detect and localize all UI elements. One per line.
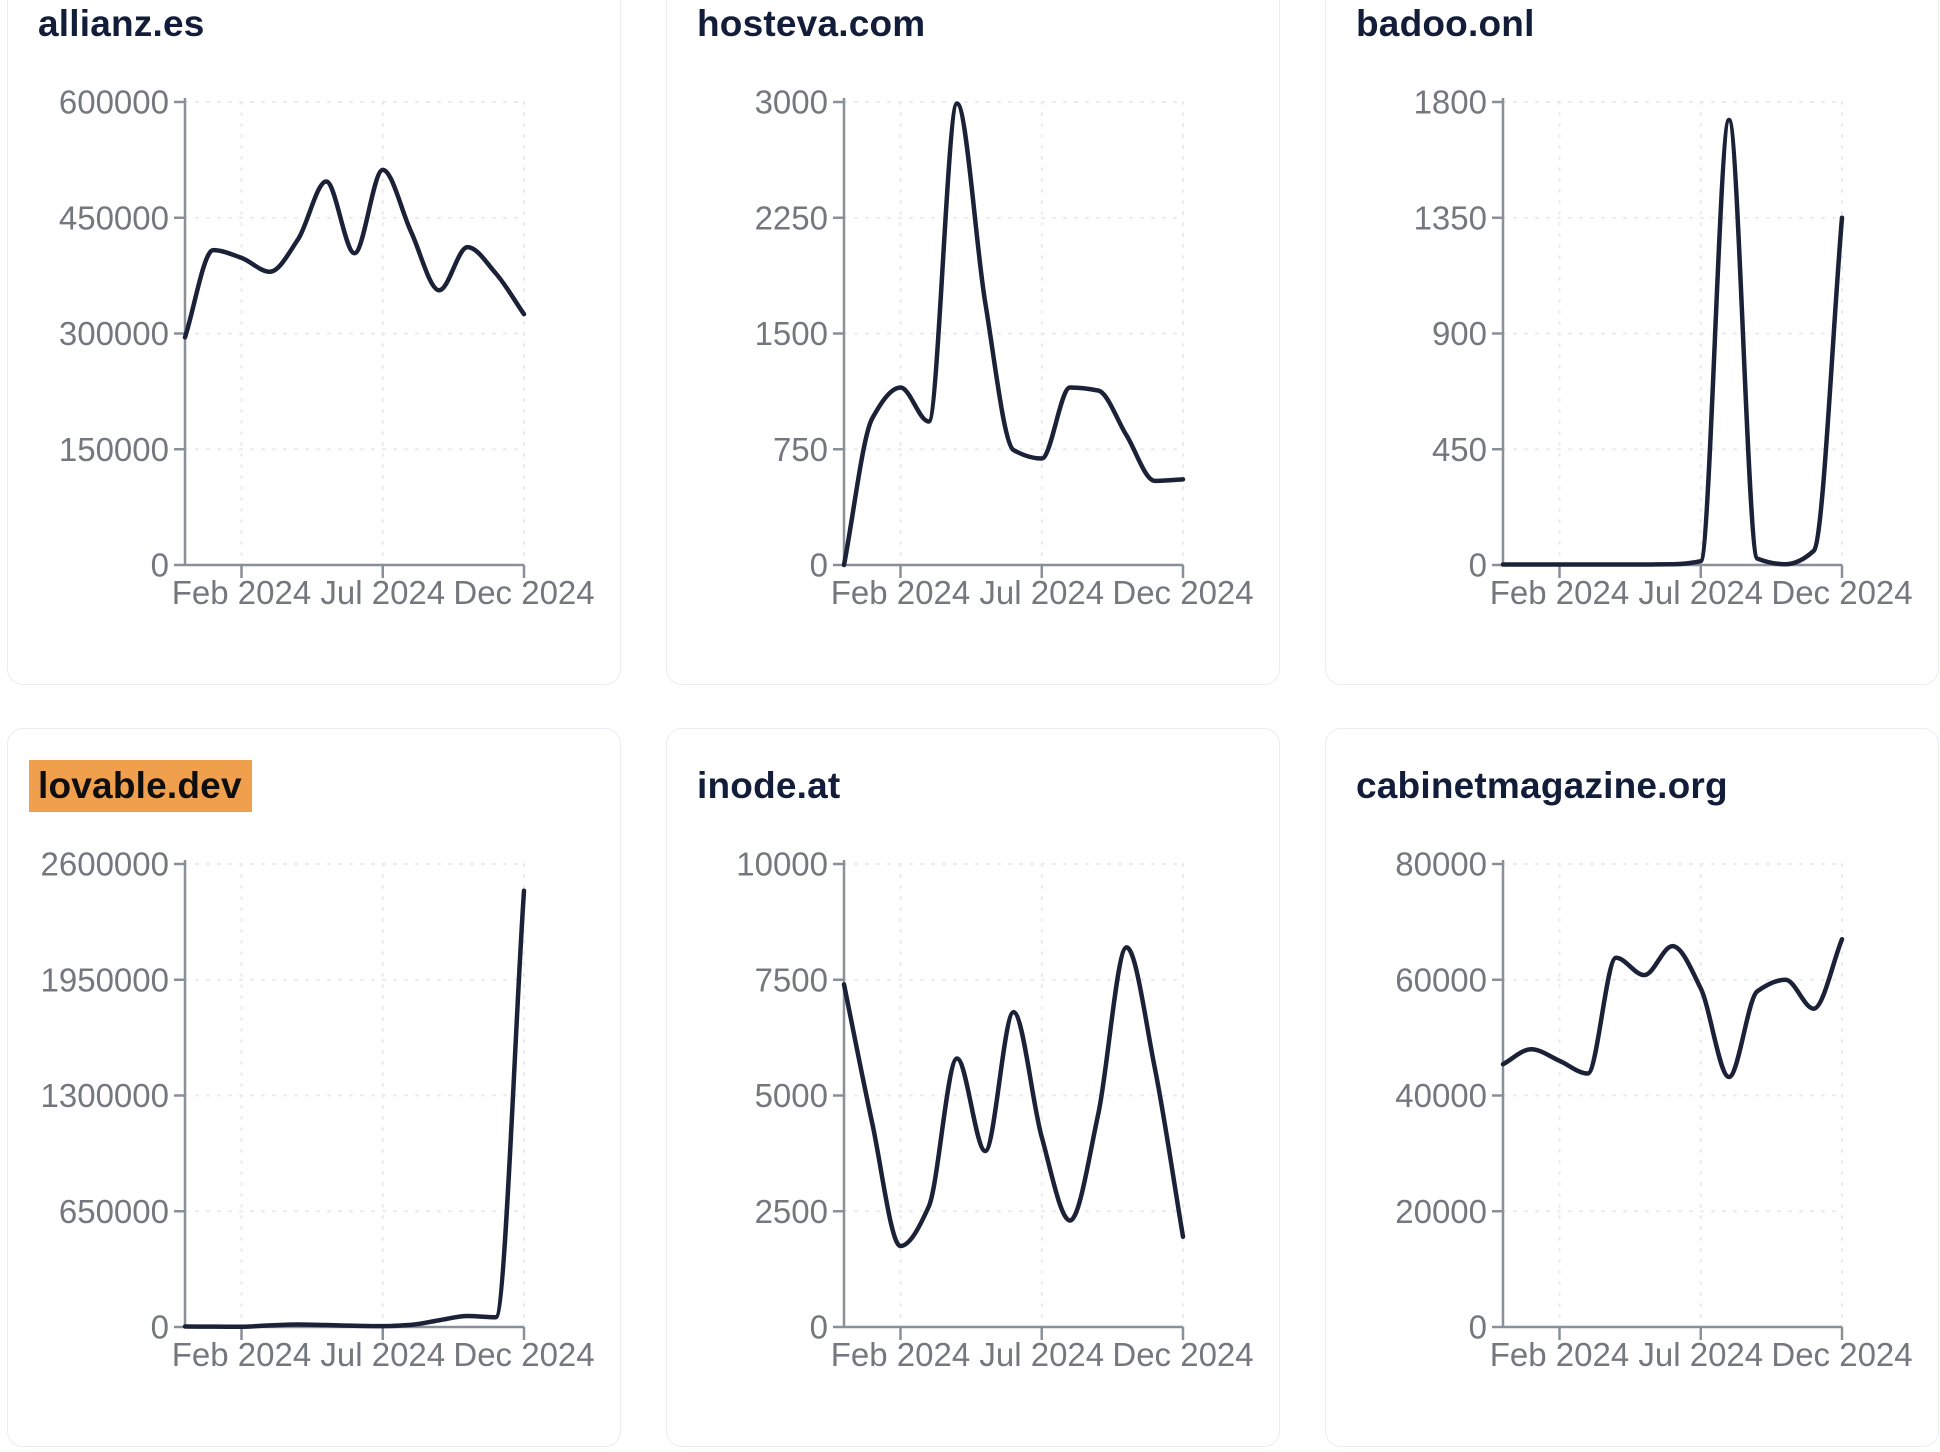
y-tick-label: 600000 [59, 84, 169, 121]
y-tick-label: 650000 [59, 1193, 169, 1230]
y-tick-label: 40000 [1395, 1077, 1487, 1114]
data-line [1500, 117, 1845, 567]
chart-card: inode.at 0 2500 5000 7500 10000 Feb 2024 Jul 2… [666, 728, 1280, 1447]
x-tick-label: Jul 2024 [1638, 1336, 1763, 1373]
y-tick-label: 5000 [755, 1077, 828, 1114]
x-tick-label: Dec 2024 [1771, 1336, 1912, 1373]
x-tick-label: Jul 2024 [979, 574, 1104, 611]
chart-title-label: lovable.dev [29, 760, 252, 812]
y-tick-label: 3000 [755, 84, 828, 121]
chart-title[interactable]: allianz.es [38, 3, 205, 45]
x-tick-label: Feb 2024 [172, 1336, 311, 1373]
y-tick-label: 2600000 [41, 846, 169, 883]
chart-card: lovable.dev 0 650000 1300000 1950000 2600000… [7, 728, 621, 1447]
y-tick-label: 20000 [1395, 1193, 1487, 1230]
y-tick-label: 2250 [755, 199, 828, 236]
y-tick-label: 0 [810, 1309, 828, 1346]
grid [1502, 863, 1843, 1328]
x-tick-label: Jul 2024 [320, 1336, 445, 1373]
y-tick-label: 80000 [1395, 846, 1487, 883]
y-tick-label: 0 [1469, 547, 1487, 584]
line-chart: 0 20000 40000 60000 80000 Feb 2024 Jul 2024 Dec… [1395, 846, 1912, 1374]
chart-title-label: cabinetmagazine.org [1356, 765, 1728, 806]
chart-title[interactable]: hosteva.com [697, 3, 925, 45]
line-chart: 0 2500 5000 7500 10000 Feb 2024 Jul 2024 Dec 20… [736, 846, 1253, 1374]
axes [174, 860, 526, 1340]
line-chart: 0 750 1500 2250 3000 Feb 2024 Jul 2024 Dec 2024 [755, 84, 1254, 612]
tick-labels: 0 150000 300000 450000 600000 Feb 2024 Jul 202… [59, 84, 595, 612]
x-tick-label: Feb 2024 [831, 1336, 970, 1373]
x-tick-label: Jul 2024 [979, 1336, 1104, 1373]
y-tick-label: 900 [1432, 315, 1487, 352]
line-chart: 0 150000 300000 450000 600000 Feb 2024 Jul 202… [59, 84, 595, 612]
x-tick-label: Feb 2024 [1490, 1336, 1629, 1373]
chart-title[interactable]: inode.at [697, 765, 840, 807]
chart-title[interactable]: lovable.dev [29, 760, 252, 812]
y-tick-label: 450000 [59, 199, 169, 236]
tick-labels: 0 2500 5000 7500 10000 Feb 2024 Jul 2024 Dec 20… [736, 846, 1253, 1374]
axes [833, 98, 1185, 578]
grid [843, 863, 1184, 1328]
grid [184, 863, 525, 1328]
x-tick-label: Dec 2024 [1771, 574, 1912, 611]
tick-labels: 0 650000 1300000 1950000 2600000 Feb 2024 Jul … [41, 846, 595, 1374]
chart-grid: allianz.es 0 150000 300000 450000 600000 Feb … [7, 0, 1939, 1447]
chart-card: allianz.es 0 150000 300000 450000 600000 Feb … [7, 0, 621, 685]
chart-title-label: hosteva.com [697, 3, 926, 44]
data-line [182, 167, 527, 340]
grid [843, 101, 1184, 566]
axes [1492, 860, 1844, 1340]
line-chart: 0 450 900 1350 1800 Feb 2024 Jul 2024 Dec 2024 [1414, 84, 1913, 612]
axes [174, 98, 526, 578]
x-tick-label: Feb 2024 [831, 574, 970, 611]
y-tick-label: 0 [1469, 1309, 1487, 1346]
chart-title[interactable]: cabinetmagazine.org [1356, 765, 1728, 807]
y-tick-label: 0 [151, 547, 169, 584]
y-tick-label: 0 [151, 1309, 169, 1346]
y-tick-label: 300000 [59, 315, 169, 352]
y-tick-label: 750 [773, 431, 828, 468]
x-tick-label: Jul 2024 [1638, 574, 1763, 611]
y-tick-label: 150000 [59, 431, 169, 468]
grid [1502, 101, 1843, 566]
x-tick-label: Dec 2024 [453, 1336, 594, 1373]
chart-title-label: badoo.onl [1356, 3, 1535, 44]
y-tick-label: 0 [810, 547, 828, 584]
x-tick-label: Dec 2024 [1112, 574, 1253, 611]
axes [833, 860, 1185, 1340]
axes [1492, 98, 1844, 578]
y-tick-label: 1950000 [41, 961, 169, 998]
y-tick-label: 60000 [1395, 961, 1487, 998]
x-tick-label: Feb 2024 [1490, 574, 1629, 611]
line-chart: 0 650000 1300000 1950000 2600000 Feb 2024 Jul … [41, 846, 595, 1374]
y-tick-label: 1800 [1414, 84, 1487, 121]
data-line [841, 945, 1186, 1249]
y-tick-label: 10000 [736, 846, 828, 883]
tick-labels: 0 750 1500 2250 3000 Feb 2024 Jul 2024 Dec 2024 [755, 84, 1254, 612]
x-tick-label: Feb 2024 [172, 574, 311, 611]
y-tick-label: 1300000 [41, 1077, 169, 1114]
tick-labels: 0 20000 40000 60000 80000 Feb 2024 Jul 2024 Dec… [1395, 846, 1912, 1374]
y-tick-label: 7500 [755, 961, 828, 998]
y-tick-label: 2500 [755, 1193, 828, 1230]
chart-card: badoo.onl 0 450 900 1350 1800 Feb 2024 Jul 202… [1325, 0, 1939, 685]
data-line [182, 888, 527, 1329]
data-line [1500, 936, 1845, 1080]
y-tick-label: 1500 [755, 315, 828, 352]
x-tick-label: Jul 2024 [320, 574, 445, 611]
grid [184, 101, 525, 566]
chart-card: cabinetmagazine.org 0 20000 40000 60000 8000… [1325, 728, 1939, 1447]
chart-card: hosteva.com 0 750 1500 2250 3000 Feb 2024 Jul … [666, 0, 1280, 685]
chart-title[interactable]: badoo.onl [1356, 3, 1535, 45]
y-tick-label: 1350 [1414, 199, 1487, 236]
tick-labels: 0 450 900 1350 1800 Feb 2024 Jul 2024 Dec 2024 [1414, 84, 1913, 612]
x-tick-label: Dec 2024 [453, 574, 594, 611]
data-line [841, 101, 1186, 568]
chart-title-label: inode.at [697, 765, 841, 806]
y-tick-label: 450 [1432, 431, 1487, 468]
chart-title-label: allianz.es [38, 3, 205, 44]
x-tick-label: Dec 2024 [1112, 1336, 1253, 1373]
